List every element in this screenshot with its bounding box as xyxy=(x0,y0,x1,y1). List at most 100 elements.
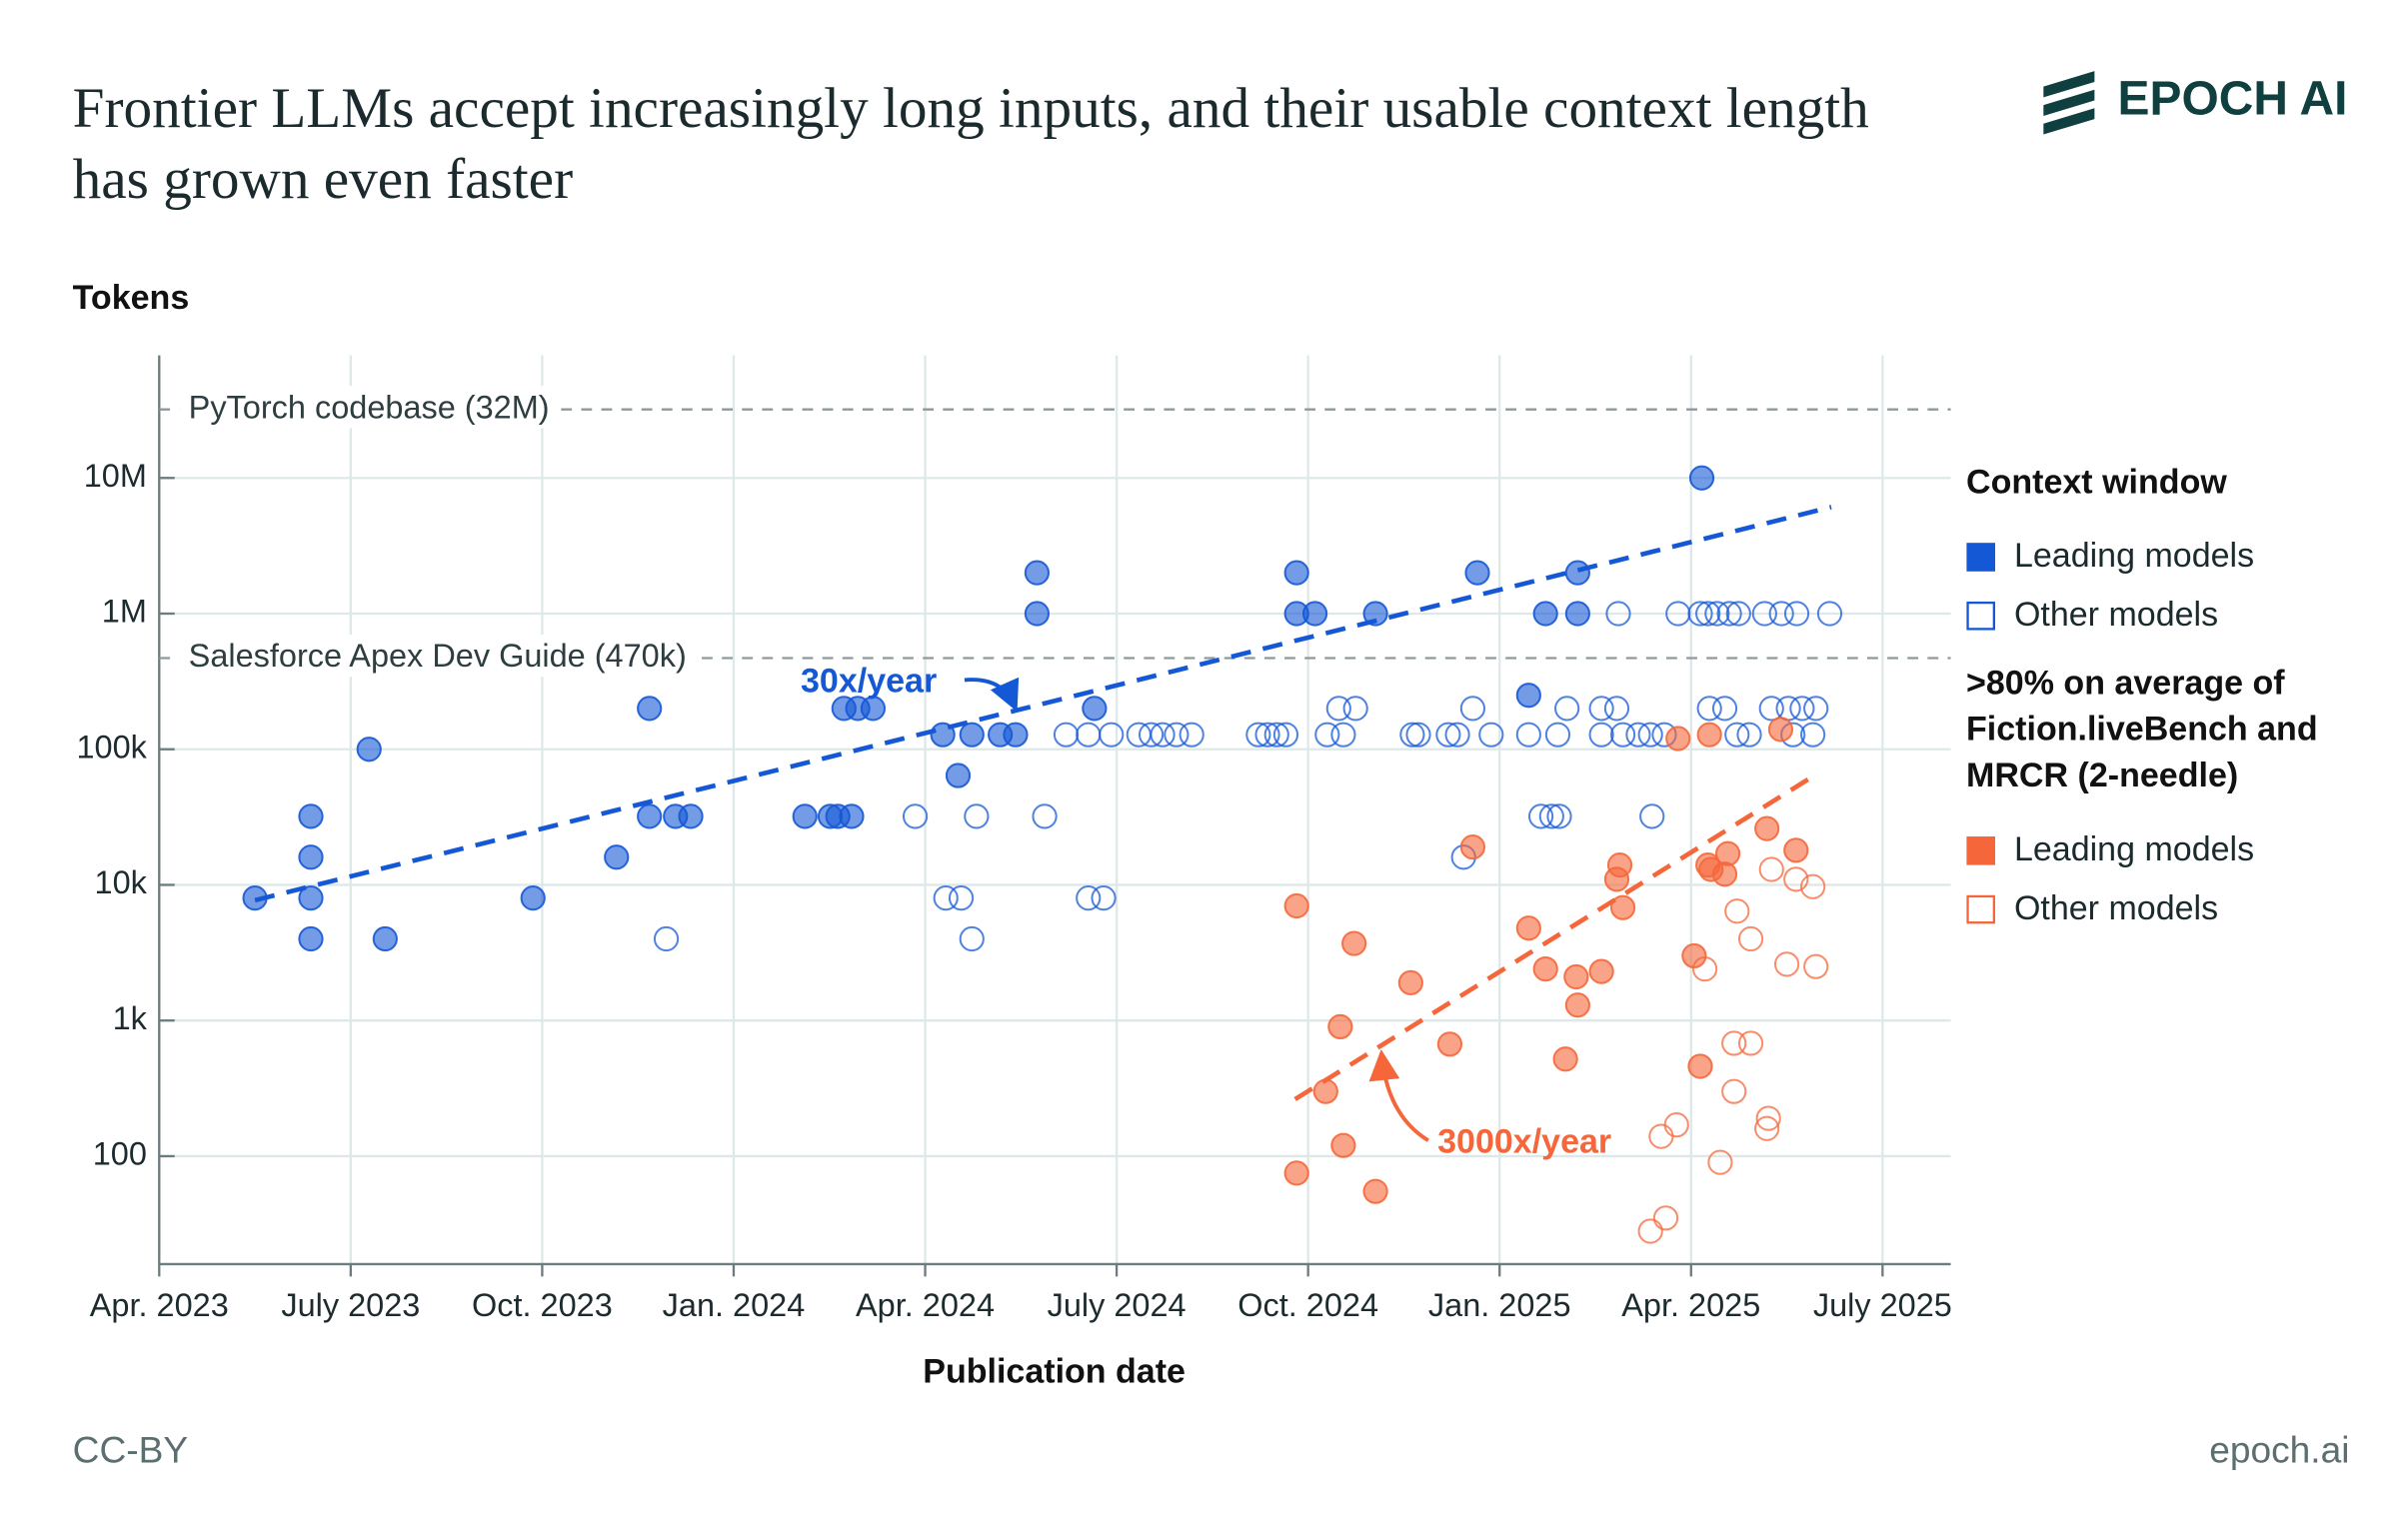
point xyxy=(1724,722,1750,748)
legend-title-box: Context window xyxy=(1966,462,2227,502)
point xyxy=(839,803,865,829)
point xyxy=(1783,601,1810,627)
point xyxy=(1405,722,1431,748)
point xyxy=(1164,722,1190,748)
point xyxy=(1652,1205,1679,1231)
source: epoch.ai xyxy=(2209,1428,2349,1470)
legend-swatch xyxy=(1966,601,1996,631)
point xyxy=(1538,803,1564,829)
point xyxy=(1301,601,1328,627)
point xyxy=(1721,1078,1747,1104)
y-tick-label: 1M xyxy=(102,594,147,630)
x-tick-label: Jan. 2025 xyxy=(1428,1287,1571,1323)
point xyxy=(1397,969,1423,995)
y-axis-title: Tokens xyxy=(73,279,190,317)
point xyxy=(1399,722,1425,748)
point xyxy=(1330,1132,1356,1158)
point xyxy=(1588,958,1614,984)
point xyxy=(1816,601,1843,627)
point xyxy=(678,803,704,829)
annotation-arrow xyxy=(1368,1049,1429,1142)
point xyxy=(1527,803,1554,829)
point xyxy=(1444,722,1470,748)
y-tick-label: 10k xyxy=(95,864,148,900)
chart-title: Frontier LLMs accept increasingly long i… xyxy=(72,77,1869,212)
point xyxy=(1254,722,1280,748)
logo-mark xyxy=(2043,71,2095,135)
point xyxy=(1704,601,1730,627)
point xyxy=(948,885,975,911)
point xyxy=(1758,856,1784,882)
point xyxy=(1436,1031,1463,1057)
point xyxy=(1588,696,1614,722)
point xyxy=(1024,601,1051,627)
point xyxy=(1725,601,1751,627)
point xyxy=(1283,1160,1309,1186)
point xyxy=(1714,840,1741,866)
legend-label: Leading models xyxy=(2014,537,2254,575)
point xyxy=(372,925,398,952)
point xyxy=(1532,601,1558,627)
point xyxy=(902,803,929,829)
grid-layer: Apr. 2023 July 2023 Oct. 2023 Jan. 2024 Apr.… xyxy=(76,355,1952,1323)
point xyxy=(1082,696,1108,722)
point xyxy=(1588,722,1614,748)
x-tick-label: Oct. 2023 xyxy=(472,1287,613,1323)
legend-swatch xyxy=(1966,543,1996,572)
point xyxy=(1707,1149,1733,1175)
point xyxy=(1609,722,1636,748)
annotation-arrow xyxy=(964,677,1020,713)
legend-label: Other models xyxy=(2014,596,2218,634)
point xyxy=(1478,722,1504,748)
x-tick-label: Jan. 2024 xyxy=(663,1287,806,1323)
point xyxy=(1459,834,1486,860)
x-axis-title: Publication date xyxy=(923,1353,1186,1391)
x-tick-label: Apr. 2025 xyxy=(1621,1287,1760,1323)
point xyxy=(1716,601,1742,627)
y-tick-label: 100 xyxy=(93,1136,147,1172)
point xyxy=(860,696,887,722)
point xyxy=(1552,1046,1578,1072)
legend: Context window Leading models Other models… xyxy=(1966,462,2318,926)
point xyxy=(1515,722,1541,748)
point xyxy=(1603,696,1630,722)
point xyxy=(1687,601,1713,627)
point xyxy=(1758,696,1784,722)
marks-layer xyxy=(242,465,1843,1244)
point xyxy=(1362,601,1388,627)
point xyxy=(1789,696,1815,722)
point xyxy=(1342,696,1368,722)
point xyxy=(1711,696,1738,722)
point xyxy=(1314,722,1340,748)
point xyxy=(1711,861,1738,887)
point xyxy=(1783,837,1809,863)
point xyxy=(1696,696,1722,722)
legend-title-box: >80% on average of Fiction.liveBench and… xyxy=(1966,663,2318,793)
point xyxy=(1606,852,1633,878)
point xyxy=(1737,925,1764,952)
legend-title: Context window xyxy=(1966,462,2227,502)
point xyxy=(1688,465,1715,491)
trend-line xyxy=(1293,774,1813,1101)
point xyxy=(1609,894,1636,920)
point xyxy=(1327,1013,1353,1040)
point xyxy=(1330,722,1356,748)
x-tick-label: Apr. 2023 xyxy=(90,1287,229,1323)
point xyxy=(637,696,663,722)
point xyxy=(1754,1115,1780,1141)
point xyxy=(1546,803,1572,829)
license: CC-BY xyxy=(73,1428,188,1470)
reference-label-bg xyxy=(179,386,559,429)
point xyxy=(1755,1105,1781,1131)
trend-label: 3000x/year xyxy=(1437,1122,1611,1160)
point xyxy=(1283,892,1309,919)
point xyxy=(1783,866,1809,892)
point xyxy=(1767,717,1794,743)
point xyxy=(1515,683,1541,709)
point xyxy=(1076,722,1102,748)
point xyxy=(1245,722,1271,748)
point xyxy=(1648,1123,1674,1149)
point xyxy=(520,885,546,911)
y-tick-label: 100k xyxy=(76,729,147,765)
